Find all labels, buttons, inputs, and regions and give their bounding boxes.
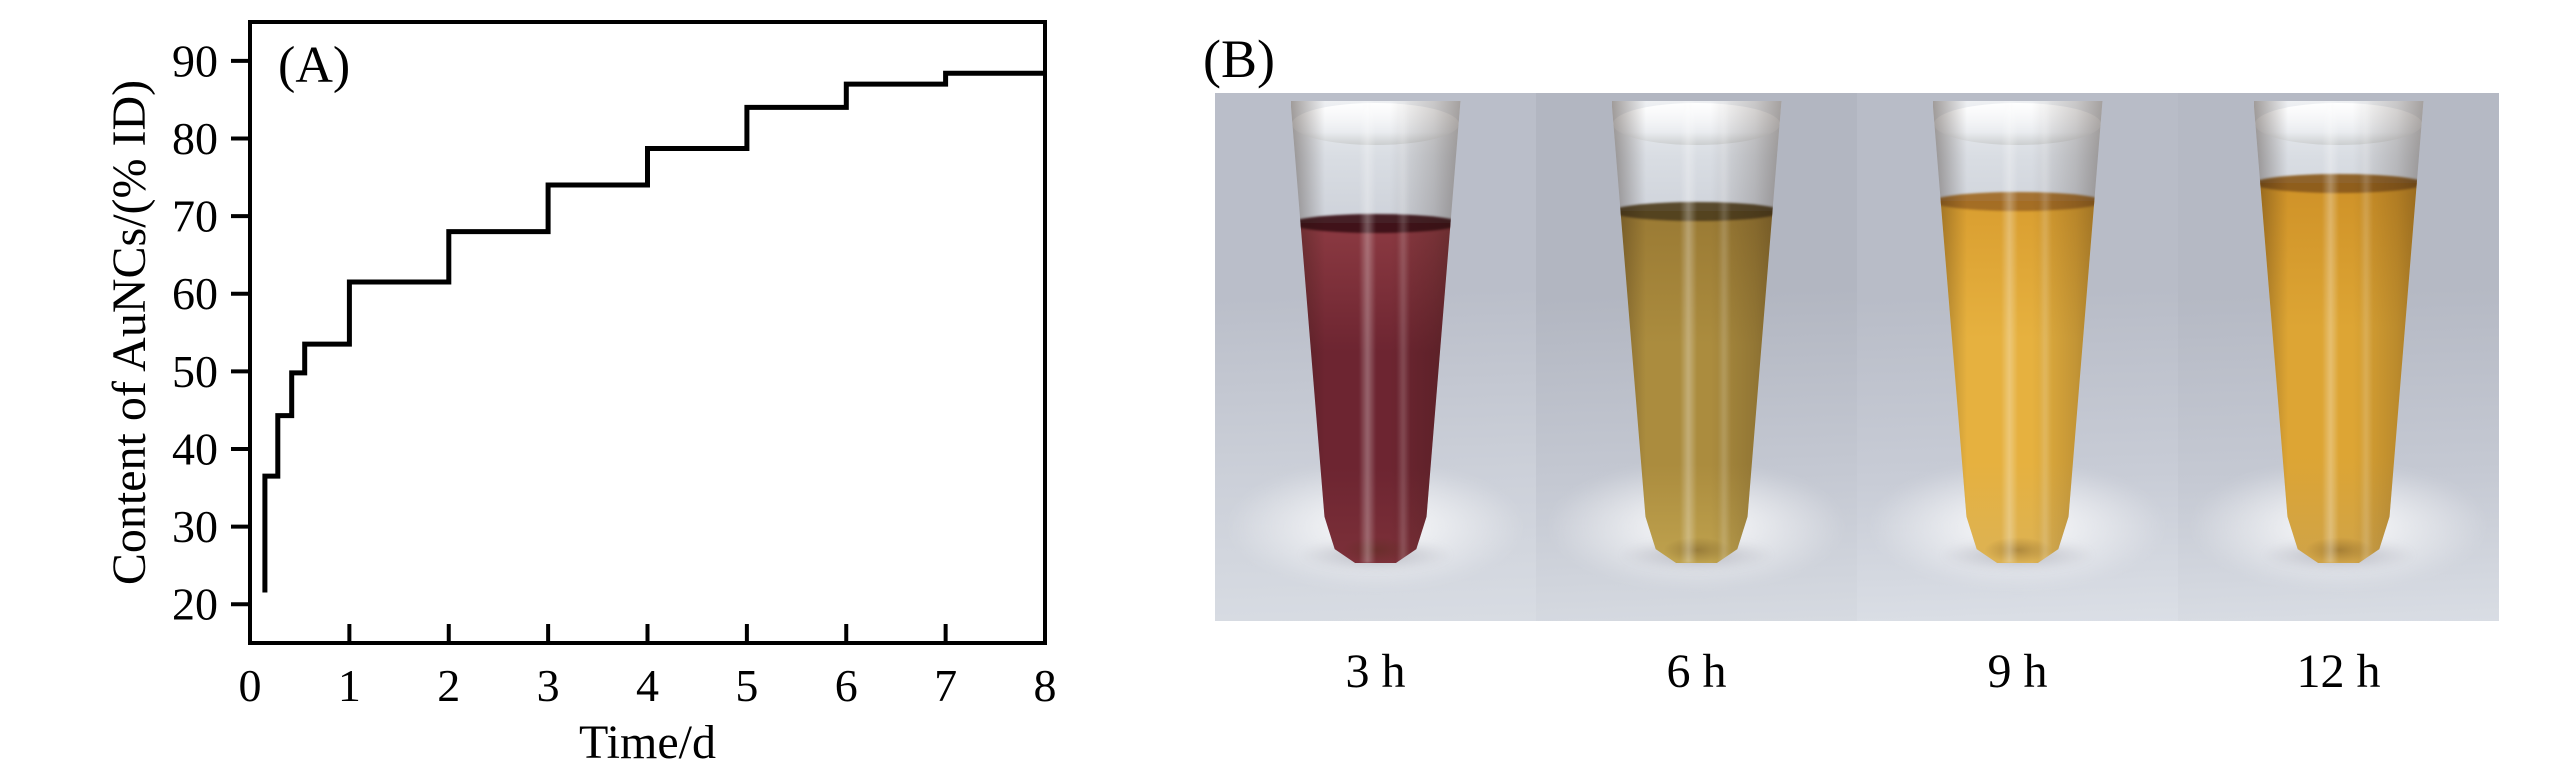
- time-label: 12 h: [2296, 645, 2381, 698]
- tube-photo-item: 6 h: [1536, 93, 1857, 697]
- centrifuge-tube: [1290, 101, 1461, 563]
- tube-photo-item: 9 h: [1857, 93, 2178, 697]
- meniscus-line: [1611, 201, 1782, 221]
- time-label: 9 h: [1987, 645, 2048, 698]
- tube-photo: [1215, 93, 1536, 621]
- x-tick-label: 2: [437, 660, 460, 711]
- meniscus-line: [1932, 191, 2103, 211]
- tube-tip-shade: [2304, 537, 2373, 563]
- y-tick-label: 40: [172, 423, 218, 474]
- time-label: 3 h: [1345, 645, 1406, 698]
- tube-body: [1932, 101, 2103, 563]
- x-tick-label: 5: [735, 660, 758, 711]
- x-tick-label: 4: [636, 660, 659, 711]
- meniscus-line: [1290, 213, 1461, 233]
- panel-a-label: (A): [278, 37, 350, 94]
- tube-photo: [1536, 93, 1857, 621]
- x-tick-label: 0: [239, 660, 262, 711]
- centrifuge-tube: [1932, 101, 2103, 563]
- photo-strip: 3 h: [1215, 93, 2499, 697]
- tube-photo: [1857, 93, 2178, 621]
- x-tick-label: 7: [934, 660, 957, 711]
- tube-shine: [1932, 101, 2103, 563]
- tube-rim-highlight: [1934, 103, 2101, 145]
- x-tick-label: 6: [835, 660, 858, 711]
- tube-tip-shade: [1662, 537, 1731, 563]
- tube-body: [1290, 101, 1461, 563]
- centrifuge-tube: [1611, 101, 1782, 563]
- x-tick-label: 3: [537, 660, 560, 711]
- tube-rim-highlight: [2255, 103, 2422, 145]
- tube-rim-highlight: [1292, 103, 1459, 145]
- y-axis-title: Content of AuNCs/(% ID): [103, 80, 156, 585]
- tube-rim-highlight: [1613, 103, 1780, 145]
- tube-shine: [1290, 101, 1461, 563]
- tube-photo-item: 3 h: [1215, 93, 1536, 697]
- y-tick-label: 80: [172, 113, 218, 164]
- step-curve: [262, 70, 1045, 593]
- tube-body: [2253, 101, 2424, 563]
- y-tick-label: 30: [172, 501, 218, 552]
- y-tick-label: 90: [172, 35, 218, 86]
- panel-b-label: (B): [1203, 29, 1275, 89]
- y-tick-label: 20: [172, 579, 218, 630]
- tube-tip-shade: [1341, 537, 1410, 563]
- tube-shine: [2253, 101, 2424, 563]
- tube-shine: [1611, 101, 1782, 563]
- tube-body: [1611, 101, 1782, 563]
- meniscus-line: [2253, 173, 2424, 193]
- y-tick-label: 70: [172, 191, 218, 242]
- panel-a-chart: 20 30 40 50 60 70 80 90 0 1 2 3 4 5 6 7 8 (A) Time/d Conten…: [103, 20, 1057, 769]
- tube-photo: [2178, 93, 2499, 621]
- x-tick-label: 1: [338, 660, 361, 711]
- centrifuge-tube: [2253, 101, 2424, 563]
- tube-tip-shade: [1983, 537, 2052, 563]
- tube-photo-item: 12 h: [2178, 93, 2499, 697]
- y-tick-label: 50: [172, 346, 218, 397]
- x-axis-title: Time/d: [579, 716, 716, 769]
- time-label: 6 h: [1666, 645, 1727, 698]
- x-tick-label: 8: [1034, 660, 1057, 711]
- y-tick-label: 60: [172, 268, 218, 319]
